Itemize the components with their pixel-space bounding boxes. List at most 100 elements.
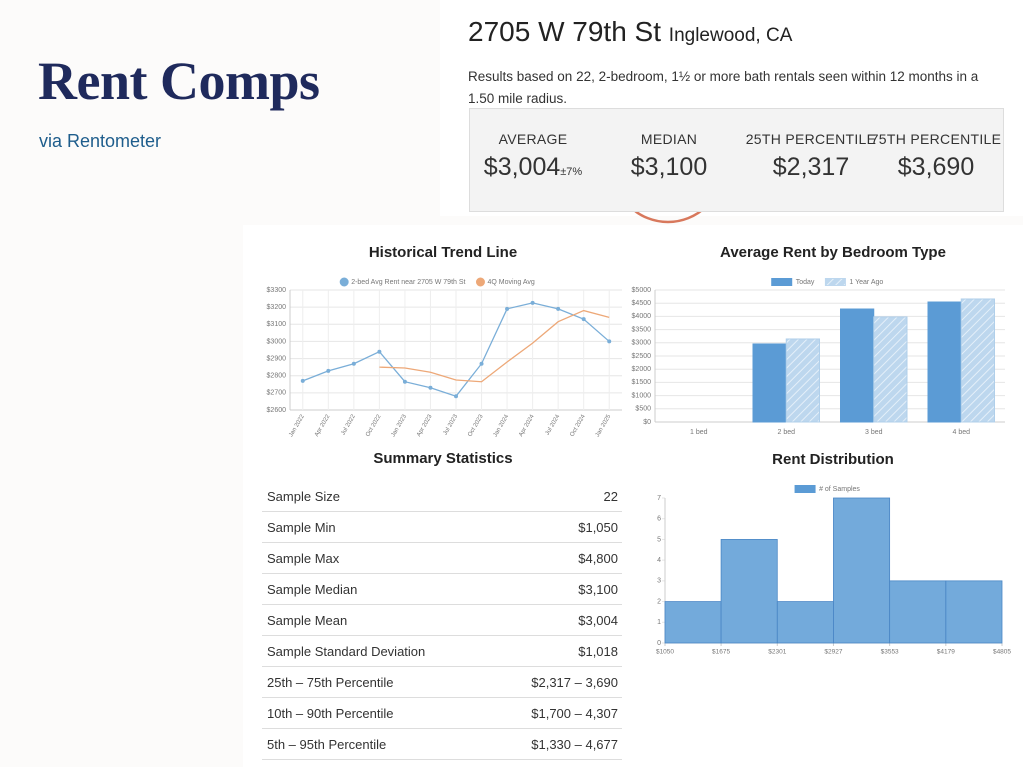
stat-label: AVERAGE (498, 131, 568, 147)
point (351, 361, 356, 366)
histogram-bar (776, 601, 834, 644)
bar (840, 308, 875, 423)
legend-swatch (794, 485, 816, 493)
stat-value-wrap: $3,100 (599, 153, 739, 182)
x-tick-label: $4805 (993, 649, 1011, 656)
point (530, 300, 535, 305)
x-tick-label: 3 bed (865, 429, 883, 436)
stat: 25TH PERCENTILE $2,317 (741, 131, 881, 182)
stat: 75TH PERCENTILE $3,690 (866, 131, 1006, 182)
summary-title: Summary Statistics (373, 450, 513, 467)
cell-value: $1,018 (578, 643, 618, 659)
bar (927, 301, 962, 423)
x-tick-label: $1675 (712, 649, 730, 656)
y-tick-label: $1000 (632, 392, 652, 399)
y-tick-label: $5000 (632, 287, 652, 294)
y-tick-label: $3200 (267, 304, 287, 311)
point (326, 368, 331, 373)
y-tick-label: $2500 (632, 353, 652, 360)
y-tick-label: $500 (635, 406, 651, 413)
histogram-bar (889, 580, 947, 644)
point (402, 379, 407, 384)
stats-box: AVERAGE $3,004±7% MEDIAN $3,100 25TH PERCENT… (469, 108, 1004, 212)
y-tick-label: 7 (657, 495, 661, 502)
stat-value-wrap: $3,690 (866, 153, 1006, 182)
cell-label: Sample Size (267, 488, 340, 504)
y-tick-label: $3000 (632, 340, 652, 347)
y-tick-label: $0 (643, 419, 651, 426)
point (300, 378, 305, 383)
table-row: Sample Max $4,800 (262, 543, 622, 574)
legend-item: 2-bed Avg Rent near 2705 W 79th St (339, 277, 466, 287)
table-row: Sample Size 22 (262, 481, 622, 512)
point (556, 306, 561, 311)
report-panel (243, 225, 1023, 767)
table-row: 25th – 75th Percentile $2,317 – 3,690 (262, 667, 622, 698)
legend-label: 2-bed Avg Rent near 2705 W 79th St (351, 279, 465, 286)
cell-label: Sample Median (267, 581, 358, 597)
y-tick-label: 3 (657, 578, 661, 585)
legend-label: 4Q Moving Avg (487, 279, 534, 286)
stat-value-wrap: $3,004±7% (463, 153, 603, 182)
stat-label: 25TH PERCENTILE (745, 131, 877, 147)
cell-value: $3,100 (578, 581, 618, 597)
stat: MEDIAN $3,100 (599, 131, 739, 182)
stat-label: MEDIAN (640, 131, 698, 147)
bar (960, 298, 995, 423)
cell-label: Sample Standard Deviation (267, 643, 426, 659)
stat-value: $3,100 (630, 153, 708, 181)
legend-swatch (824, 278, 846, 286)
y-tick-label: 5 (657, 536, 661, 543)
point (607, 339, 612, 344)
histogram-bar (664, 601, 722, 644)
stat-value-wrap: $2,317 (741, 153, 881, 182)
stat: AVERAGE $3,004±7% (463, 131, 603, 182)
point (428, 385, 433, 390)
cell-value: $1,050 (578, 519, 618, 535)
stat-value: $2,317 (772, 153, 850, 181)
cell-label: Sample Min (267, 519, 336, 535)
y-tick-label: 1 (657, 619, 661, 626)
cell-label: Sample Mean (267, 612, 348, 628)
legend-label: # of Samples (819, 486, 860, 493)
y-tick-label: 0 (657, 640, 661, 647)
y-tick-label: $2600 (267, 407, 287, 414)
cell-label: 5th – 95th Percentile (267, 736, 387, 752)
histogram-bar (833, 497, 891, 644)
y-tick-label: $2700 (267, 390, 287, 397)
x-tick-label: 2 bed (777, 429, 795, 436)
table-row: 10th – 90th Percentile $1,700 – 4,307 (262, 698, 622, 729)
table-row: Sample Min $1,050 (262, 512, 622, 543)
chart-title: Average Rent by Bedroom Type (720, 244, 946, 261)
title: Rent Comps (38, 51, 320, 111)
cell-value: $2,317 – 3,690 (531, 674, 618, 690)
bar (785, 338, 820, 423)
table-row: Sample Median $3,100 (262, 574, 622, 605)
city: Inglewood, CA (668, 25, 793, 46)
y-tick-label: 4 (657, 557, 661, 564)
subtitle: via Rentometer (39, 131, 162, 151)
cell-value: $3,004 (578, 612, 618, 628)
y-tick-label: $2800 (267, 373, 287, 380)
y-tick-label: $3100 (267, 321, 287, 328)
point (505, 306, 510, 311)
y-tick-label: $3000 (267, 338, 287, 345)
legend-item: 1 Year Ago (824, 278, 883, 286)
x-tick-label: 4 bed (952, 429, 970, 436)
table-row: 5th – 95th Percentile $1,330 – 4,677 (262, 729, 622, 760)
legend-item: 4Q Moving Avg (475, 277, 535, 287)
cell-value: $4,800 (578, 550, 618, 566)
legend-swatch (771, 278, 793, 286)
legend-swatch (339, 277, 349, 287)
y-tick-label: $2900 (267, 355, 287, 362)
table-row: Sample Mean $3,004 (262, 605, 622, 636)
legend-label: Today (796, 279, 815, 286)
y-tick-label: 6 (657, 516, 661, 523)
cell-label: Sample Max (267, 550, 340, 566)
table-row: Sample Standard Deviation $1,018 (262, 636, 622, 667)
x-tick-label: $4179 (937, 649, 955, 656)
histogram-bar (945, 580, 1003, 644)
point (454, 394, 458, 399)
x-tick-label: $2301 (768, 649, 786, 656)
